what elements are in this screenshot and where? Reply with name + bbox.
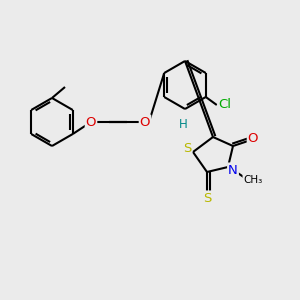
Text: O: O <box>248 133 258 146</box>
Text: N: N <box>228 164 238 176</box>
Text: O: O <box>86 116 96 128</box>
Text: Cl: Cl <box>218 98 231 112</box>
Text: S: S <box>183 142 191 155</box>
Text: H: H <box>178 118 188 131</box>
Text: CH₃: CH₃ <box>243 175 262 185</box>
Text: O: O <box>140 116 150 128</box>
Text: S: S <box>203 191 211 205</box>
